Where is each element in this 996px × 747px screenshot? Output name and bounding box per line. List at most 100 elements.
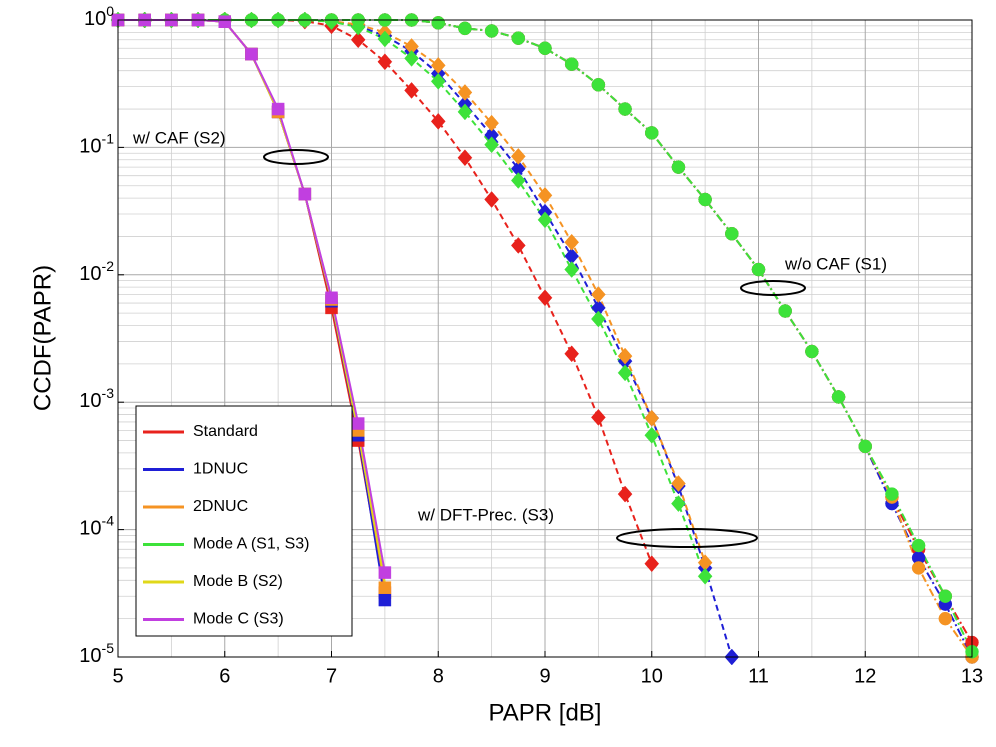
marker — [645, 126, 659, 140]
marker — [564, 233, 580, 251]
x-tick-label: 12 — [854, 665, 876, 687]
legend-label: 1DNUC — [193, 461, 248, 478]
legend-box — [135, 405, 353, 637]
marker — [378, 566, 392, 579]
marker — [510, 237, 526, 254]
marker — [671, 495, 686, 512]
y-tick-label: 10-5 — [79, 640, 114, 668]
marker — [537, 187, 553, 204]
marker — [298, 187, 312, 201]
series-line — [118, 19, 707, 563]
y-tick-exponent: -1 — [102, 130, 115, 146]
marker — [778, 304, 792, 318]
marker — [911, 538, 926, 553]
annotation: w/ DFT-Prec. (S3) — [417, 505, 554, 524]
y-tick-label: 100 — [84, 3, 114, 31]
legend-label: Standard — [193, 423, 258, 440]
marker — [725, 226, 739, 241]
x-tick-label: 6 — [219, 665, 230, 687]
marker — [378, 593, 392, 607]
marker — [644, 555, 660, 573]
y-tick-label: 10-4 — [79, 512, 114, 540]
marker — [564, 345, 580, 363]
x-tick-label: 7 — [326, 665, 337, 687]
y-tick-base: 10 — [79, 645, 101, 667]
marker — [538, 41, 552, 56]
annotation-ellipse — [740, 280, 806, 296]
marker — [404, 82, 419, 99]
legend: Standard 1DNUC 2DNUC Mode A (S1, S3) Mode B … — [135, 405, 353, 637]
marker — [591, 310, 606, 328]
x-tick-label: 9 — [539, 665, 550, 687]
marker — [644, 426, 660, 444]
legend-label: Mode C (S3) — [193, 611, 284, 628]
marker — [671, 475, 686, 492]
y-tick-base: 10 — [79, 390, 101, 412]
legend-label: Mode A (S1, S3) — [193, 536, 310, 553]
y-tick-label: 10-2 — [79, 258, 114, 286]
y-tick-label: 10-1 — [79, 130, 114, 158]
y-tick-base: 10 — [84, 8, 106, 30]
marker — [430, 113, 446, 130]
marker — [537, 211, 553, 229]
y-tick-base: 10 — [79, 518, 101, 540]
marker — [404, 49, 419, 67]
marker — [457, 84, 473, 101]
marker — [938, 589, 953, 603]
marker — [644, 409, 660, 427]
marker — [377, 53, 393, 71]
x-tick-label: 8 — [433, 665, 444, 687]
annotation-ellipse — [263, 149, 329, 165]
marker — [618, 102, 632, 116]
y-tick-exponent: -4 — [102, 512, 115, 528]
marker — [591, 78, 606, 92]
marker — [564, 261, 580, 278]
marker — [484, 24, 499, 38]
marker — [510, 148, 526, 165]
marker — [245, 47, 258, 61]
marker — [697, 567, 713, 585]
x-tick-label: 10 — [641, 665, 663, 687]
marker — [377, 30, 393, 48]
legend-label: Mode B (S2) — [193, 573, 283, 590]
marker — [325, 291, 338, 305]
y-tick-exponent: -2 — [102, 258, 115, 274]
legend-label: 2DNUC — [193, 498, 248, 515]
marker — [698, 192, 712, 207]
marker — [457, 103, 473, 121]
y-axis-label: CCDF(PAPR) — [29, 265, 56, 411]
marker — [591, 286, 606, 303]
marker — [831, 390, 846, 404]
y-tick-base: 10 — [79, 136, 101, 158]
marker — [484, 136, 499, 154]
marker — [457, 149, 473, 167]
marker — [938, 611, 953, 626]
marker — [911, 561, 926, 575]
marker — [378, 581, 392, 594]
marker — [617, 364, 633, 382]
annotation-ellipse — [616, 528, 758, 548]
annotation: w/o CAF (S1) — [784, 254, 887, 273]
y-tick-exponent: -3 — [102, 385, 115, 401]
marker — [617, 347, 633, 365]
y-tick-exponent: 0 — [106, 3, 114, 19]
marker — [484, 191, 499, 208]
y-tick-base: 10 — [79, 263, 101, 285]
annotation: w/ CAF (S2) — [132, 128, 226, 147]
y-tick-exponent: -5 — [102, 640, 115, 656]
marker — [591, 409, 606, 426]
marker — [671, 160, 686, 174]
x-tick-label: 5 — [112, 665, 123, 687]
marker — [805, 344, 819, 359]
marker — [484, 114, 499, 132]
y-tick-label: 10-3 — [79, 385, 114, 413]
x-tick-label: 11 — [748, 665, 769, 687]
marker — [510, 172, 526, 189]
marker — [885, 487, 899, 501]
marker — [617, 485, 633, 503]
marker — [858, 439, 872, 454]
marker — [751, 262, 766, 277]
marker — [537, 289, 553, 307]
marker — [350, 31, 366, 49]
